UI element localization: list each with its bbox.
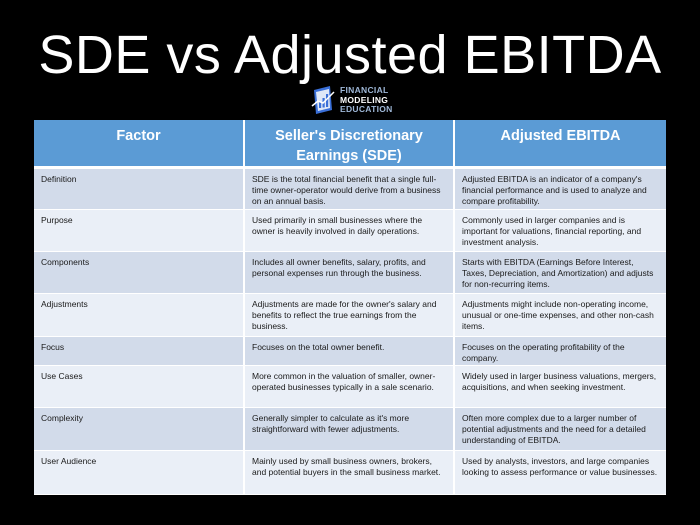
header-factor: Factor — [34, 120, 245, 169]
logo-line-2: MODELING — [340, 94, 389, 105]
book-chart-icon — [311, 86, 335, 114]
header-adjusted-ebitda: Adjusted EBITDA — [454, 120, 666, 169]
header-sde: Seller's Discretionary Earnings (SDE) — [244, 120, 455, 169]
cell-ebitda: Starts with EBITDA (Earnings Before Inte… — [454, 251, 666, 294]
slide-title: SDE vs Adjusted EBITDA — [38, 25, 662, 85]
cell-ebitda: Adjusted EBITDA is an indicator of a com… — [454, 167, 666, 210]
comparison-table-container: Factor Seller's Discretionary Earnings (… — [34, 120, 666, 495]
logo: FINANCIAL MODELING EDUCATION — [310, 84, 400, 116]
cell-ebitda: Commonly used in larger companies and is… — [454, 209, 666, 252]
table-row: Adjustments Adjustments are made for the… — [34, 293, 666, 337]
cell-sde: Includes all owner benefits, salary, pro… — [244, 251, 455, 294]
cell-ebitda: Often more complex due to a larger numbe… — [454, 407, 666, 451]
cell-factor: Components — [34, 251, 245, 294]
table-row: Definition SDE is the total financial be… — [34, 167, 666, 210]
cell-factor: User Audience — [34, 450, 245, 495]
cell-sde: Adjustments are made for the owner's sal… — [244, 293, 455, 337]
cell-factor: Adjustments — [34, 293, 245, 337]
cell-sde: Focuses on the total owner benefit. — [244, 336, 455, 366]
cell-sde: Used primarily in small businesses where… — [244, 209, 455, 252]
cell-factor: Focus — [34, 336, 245, 366]
table-row: Components Includes all owner benefits, … — [34, 251, 666, 294]
cell-ebitda: Adjustments might include non-operating … — [454, 293, 666, 337]
table-header-row: Factor Seller's Discretionary Earnings (… — [34, 120, 666, 169]
cell-factor: Complexity — [34, 407, 245, 451]
cell-ebitda: Widely used in larger business valuation… — [454, 365, 666, 408]
cell-factor: Definition — [34, 167, 245, 210]
table-row: Focus Focuses on the total owner benefit… — [34, 336, 666, 366]
table-row: Use Cases More common in the valuation o… — [34, 365, 666, 408]
cell-ebitda: Used by analysts, investors, and large c… — [454, 450, 666, 495]
logo-line-1: FINANCIAL — [340, 85, 389, 95]
table-row: User Audience Mainly used by small busin… — [34, 450, 666, 495]
table-row: Purpose Used primarily in small business… — [34, 209, 666, 252]
cell-sde: More common in the valuation of smaller,… — [244, 365, 455, 408]
comparison-table: Factor Seller's Discretionary Earnings (… — [34, 120, 666, 495]
table-row: Complexity Generally simpler to calculat… — [34, 407, 666, 451]
logo-line-3: EDUCATION — [340, 104, 393, 114]
cell-factor: Use Cases — [34, 365, 245, 408]
cell-factor: Purpose — [34, 209, 245, 252]
cell-sde: SDE is the total financial benefit that … — [244, 167, 455, 210]
cell-sde: Generally simpler to calculate as it's m… — [244, 407, 455, 451]
cell-sde: Mainly used by small business owners, br… — [244, 450, 455, 495]
logo-text: FINANCIAL MODELING EDUCATION — [340, 85, 410, 115]
cell-ebitda: Focuses on the operating profitability o… — [454, 336, 666, 366]
